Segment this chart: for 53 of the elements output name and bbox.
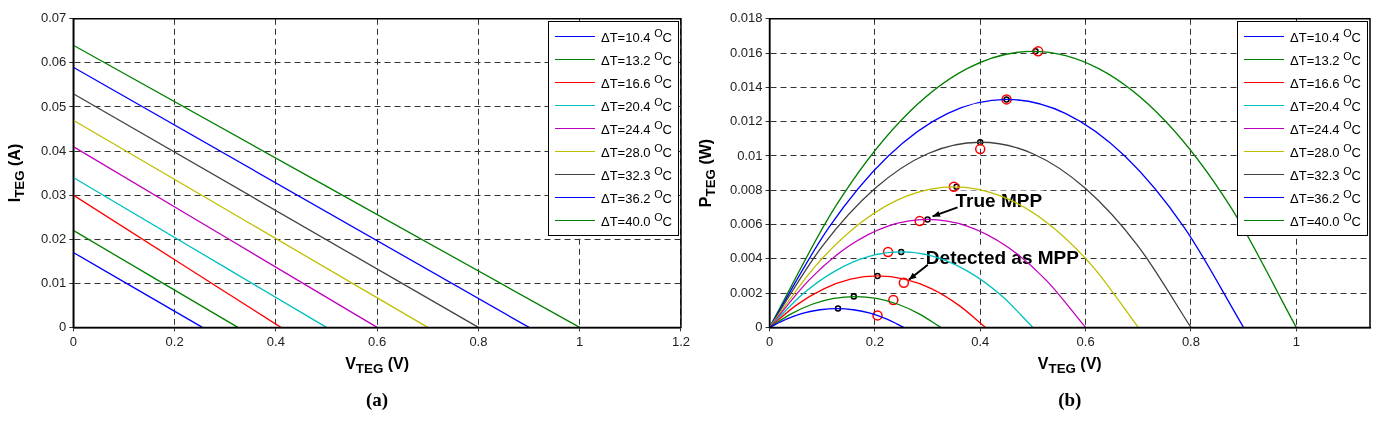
- x-tick-label: 0.4: [266, 333, 285, 349]
- y-tick-label: 0: [59, 318, 67, 334]
- x-tick-label: 0.6: [1076, 333, 1095, 349]
- legend-label: ΔT=10.4 $^{O}$C: [601, 27, 672, 46]
- x-tick-label: 0: [69, 333, 77, 349]
- x-tick-label: 0.8: [1181, 333, 1200, 349]
- x-tick-label: 0.2: [165, 333, 184, 349]
- legend-label: ΔT=10.4 $^{O}$C: [1290, 27, 1361, 46]
- legend-label: ΔT=36.2 $^{O}$C: [1290, 188, 1361, 207]
- x-tick-label: 0: [765, 333, 774, 349]
- y-tick-label: 0.04: [40, 142, 67, 158]
- legend-label: ΔT=13.2 $^{O}$C: [601, 50, 672, 69]
- x-axis-title: V$_{TEG}$ (V): [345, 355, 410, 377]
- legend-label: ΔT=13.2 $^{O}$C: [1290, 50, 1361, 69]
- y-tick-label: 0: [755, 318, 763, 334]
- legend-label: ΔT=28.0 $^{O}$C: [601, 142, 672, 161]
- y-tick-label: 0.01: [40, 274, 67, 290]
- legend-label: ΔT=32.3 $^{O}$C: [601, 165, 672, 184]
- y-tick-label: 0.008: [729, 181, 763, 197]
- y-tick-label: 0.01: [737, 147, 763, 163]
- text: (b): [1058, 389, 1082, 411]
- legend-label: ΔT=16.6 $^{O}$C: [601, 73, 672, 92]
- x-tick-label: 1: [1292, 333, 1300, 349]
- y-tick-label: 0.012: [729, 113, 763, 129]
- legend-label: ΔT=16.6 $^{O}$C: [1290, 73, 1361, 92]
- y-tick-label: 0.014: [729, 78, 763, 94]
- y-tick-label: 0.006: [729, 216, 763, 232]
- legend-label: ΔT=36.2 $^{O}$C: [601, 188, 672, 207]
- x-tick-label: 0.8: [469, 333, 488, 349]
- x-tick-label: 1.2: [671, 333, 690, 349]
- legend-label: ΔT=28.0 $^{O}$C: [1290, 142, 1361, 161]
- legend-label: ΔT=24.4 $^{O}$C: [1290, 119, 1361, 138]
- legend-label: ΔT=40.0 $^{O}$C: [1290, 211, 1361, 230]
- x-tick-label: 1: [576, 333, 584, 349]
- y-tick-label: 0.03: [40, 186, 67, 202]
- legend-label: ΔT=20.4 $^{O}$C: [1290, 96, 1361, 115]
- y-tick-label: 0.016: [729, 44, 763, 60]
- y-tick-label: 0.002: [729, 284, 763, 300]
- y-tick-label: 0.004: [729, 250, 763, 266]
- y-tick-label: 0.06: [40, 54, 67, 70]
- y-tick-label: 0.07: [40, 10, 67, 26]
- y-tick-label: 0.018: [729, 10, 763, 26]
- text: (a): [366, 389, 389, 411]
- legend-label: ΔT=20.4 $^{O}$C: [601, 96, 672, 115]
- legend-label: ΔT=40.0 $^{O}$C: [601, 211, 672, 230]
- legend-label: ΔT=32.3 $^{O}$C: [1290, 165, 1361, 184]
- y-tick-label: 0.02: [40, 230, 67, 246]
- x-tick-label: 0.2: [865, 333, 884, 349]
- y-tick-label: 0.05: [40, 98, 67, 114]
- x-tick-label: 0.4: [971, 333, 990, 349]
- x-tick-label: 0.6: [368, 333, 387, 349]
- legend-label: ΔT=24.4 $^{O}$C: [601, 119, 672, 138]
- x-axis-title: V$_{TEG}$ (V): [1037, 355, 1102, 377]
